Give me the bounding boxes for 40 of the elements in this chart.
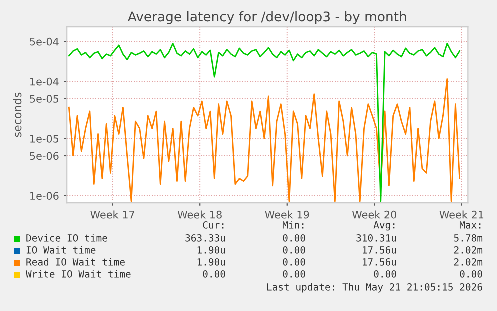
text: 363.33u [186, 234, 226, 242]
chart-title: Average latency for /dev/loop3 - by month [128, 11, 406, 24]
x-tick-label: Week 19 [265, 210, 310, 219]
x-tick-label: Week 17 [90, 210, 134, 219]
text: 5.78m [454, 234, 483, 242]
text: Cur: [203, 221, 224, 229]
y-axis-title: seconds [13, 92, 22, 138]
legend-label: Read IO Wait time [26, 258, 125, 266]
line-series [68, 78, 461, 202]
line-series [68, 43, 461, 202]
y-tick-label: 5e-06 [30, 152, 59, 160]
x-tick-label: Week 18 [178, 210, 222, 219]
text: Min: [282, 221, 304, 229]
y-tick-label: 1e-05 [30, 135, 59, 143]
text: 2.02m [454, 258, 483, 266]
legend-label: IO Wait time [26, 246, 96, 254]
text: 0.00 [203, 270, 226, 278]
legend-label: Device IO time [26, 234, 108, 242]
text: 17.56u [363, 246, 396, 254]
text: 0.00 [460, 270, 482, 278]
y-tick-label: 1e-04 [30, 78, 59, 86]
text: 0.00 [283, 234, 306, 242]
text: Max: [460, 222, 481, 229]
text: 0.00 [283, 246, 306, 254]
y-tick-label: 1e-06 [30, 192, 59, 200]
x-tick-label: Week 20 [352, 210, 397, 219]
text: Avg: [374, 222, 395, 231]
text: Last update: Thu May 21 21:05:15 2026 [267, 283, 482, 293]
text: 1.90u [198, 258, 226, 266]
text: 2.02m [454, 246, 483, 254]
x-tick-label: Week 21 [440, 210, 484, 219]
y-tick-label: 5e-05 [30, 95, 59, 103]
text: 0.00 [283, 270, 306, 278]
text: 310.31u [356, 234, 396, 242]
text: 0.00 [283, 258, 306, 266]
y-tick-label: 5e-04 [30, 38, 59, 46]
legend-label: Write IO Wait time [26, 270, 131, 278]
text: 0.00 [374, 270, 396, 278]
text: 1.90u [198, 246, 226, 254]
text: 17.56u [363, 258, 396, 266]
